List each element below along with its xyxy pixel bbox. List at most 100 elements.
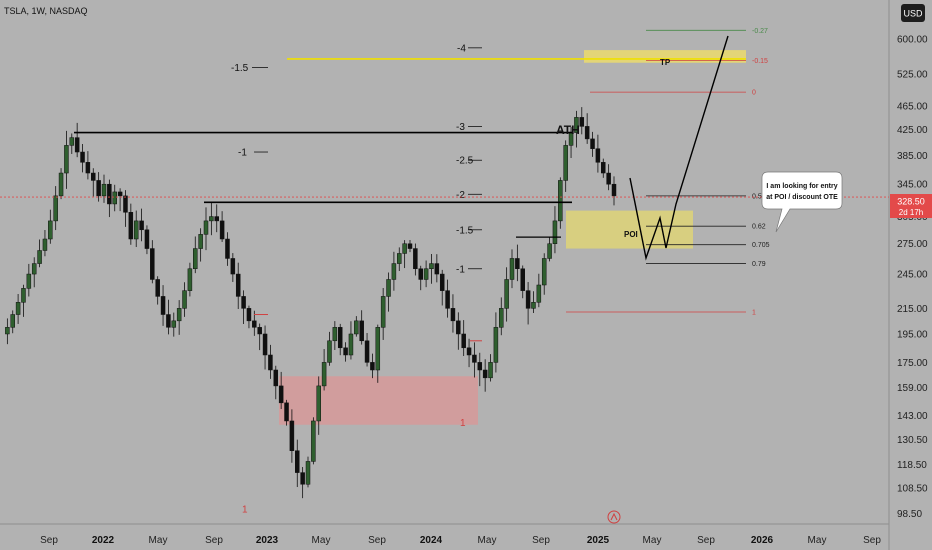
ath-label: ATH [556, 123, 580, 137]
candle-body [246, 308, 252, 322]
poi-label: POI [624, 230, 638, 239]
time-axis[interactable]: Sep 2022 May Sep 2023 May Sep 2024 May Sep 2025 May… [40, 535, 881, 546]
candle-body [472, 354, 477, 363]
candle-body [176, 308, 182, 322]
candle-body [5, 327, 10, 335]
price-tick-label: 245.00 [897, 270, 928, 281]
candle-body [450, 308, 456, 322]
candle-body [552, 220, 558, 244]
time-tick-label: May [149, 535, 168, 546]
extension-label: -1.5 [456, 225, 474, 236]
candles-layer [5, 107, 617, 499]
time-tick-label: Sep [532, 535, 550, 546]
candle-body [348, 333, 354, 356]
fib-level-label: -0.15 [752, 58, 768, 65]
candle-body [445, 290, 450, 309]
currency-badge[interactable]: USD [903, 9, 923, 19]
zones-layer [279, 50, 746, 425]
candle-body [48, 220, 53, 240]
candle-body [209, 216, 214, 222]
candle-body [257, 327, 262, 335]
time-tick-label: 2022 [92, 535, 115, 546]
last-price-badge[interactable]: 328.50 2d 17h [890, 194, 932, 218]
candle-body [74, 137, 80, 153]
fib-level-label: 0.79 [752, 261, 766, 268]
candle-body [278, 385, 284, 404]
time-tick-label: May [478, 535, 497, 546]
candle-body [541, 258, 547, 286]
candle-body [584, 126, 590, 140]
fib-level-label: -0.27 [752, 28, 768, 35]
candle-body [509, 258, 515, 280]
candle-body [343, 347, 348, 356]
candle-body [364, 340, 370, 363]
candle-body [225, 238, 230, 259]
candle-body [187, 268, 193, 291]
candle-body [590, 138, 595, 149]
time-tick-label: Sep [863, 535, 881, 546]
candle-body [434, 263, 440, 275]
candle-body [80, 151, 85, 163]
time-tick-label: Sep [205, 535, 223, 546]
candle-body [413, 248, 418, 270]
candle-body [456, 320, 461, 335]
candle-body [504, 279, 509, 309]
price-tick-label: 215.00 [897, 304, 928, 315]
extension-label: -1 [456, 264, 465, 275]
candle-body [268, 354, 273, 371]
candle-body [230, 258, 236, 275]
candle-body [563, 145, 568, 181]
candle-body [305, 461, 311, 485]
projected-path [629, 35, 729, 261]
candle-body [579, 117, 585, 127]
candle-body [327, 340, 332, 363]
price-tick-label: 118.50 [897, 460, 927, 471]
candle-body [520, 268, 525, 291]
candle-body [316, 385, 321, 422]
candle-body [273, 369, 279, 387]
candle-body [488, 362, 493, 379]
price-tick-label: 175.00 [897, 358, 928, 369]
price-tick-label: 143.00 [897, 411, 928, 422]
candle-body [123, 195, 128, 213]
candle-body [332, 327, 338, 342]
time-tick-label: 2024 [420, 535, 443, 546]
candle-body [531, 302, 536, 309]
currency-badge-bg[interactable] [901, 4, 925, 22]
candle-body [128, 212, 134, 240]
fib-level-label: 0.705 [752, 242, 770, 249]
candle-body [606, 172, 611, 185]
candle-body [112, 191, 117, 205]
candle-body [166, 314, 171, 328]
candle-body [193, 248, 198, 270]
candle-body [354, 320, 359, 335]
candle-body [133, 220, 139, 240]
extension-label: -2 [456, 190, 465, 201]
drawings-layer [0, 35, 889, 342]
time-tick-label: 2023 [256, 535, 279, 546]
candle-body [252, 320, 257, 328]
candle-body [386, 279, 391, 297]
price-tick-label: 98.50 [897, 509, 922, 520]
extension-label: -4 [457, 43, 466, 54]
time-tick-label: 2025 [587, 535, 610, 546]
time-tick-label: May [808, 535, 827, 546]
candle-body [300, 472, 305, 485]
candle-body [15, 302, 21, 315]
candle-body [284, 402, 289, 422]
candle-body [139, 220, 144, 231]
candle-body [160, 296, 166, 315]
candle-body [58, 172, 64, 197]
candle-body [241, 296, 246, 309]
candle-body [155, 279, 160, 297]
candle-body [21, 288, 26, 303]
candle-body [117, 191, 123, 197]
candle-body [311, 420, 316, 462]
extension-label: -1.5 [231, 63, 249, 74]
candle-body [144, 229, 150, 249]
candle-body [219, 220, 225, 240]
candle-body [10, 314, 15, 328]
price-tick-label: 130.50 [897, 435, 928, 446]
